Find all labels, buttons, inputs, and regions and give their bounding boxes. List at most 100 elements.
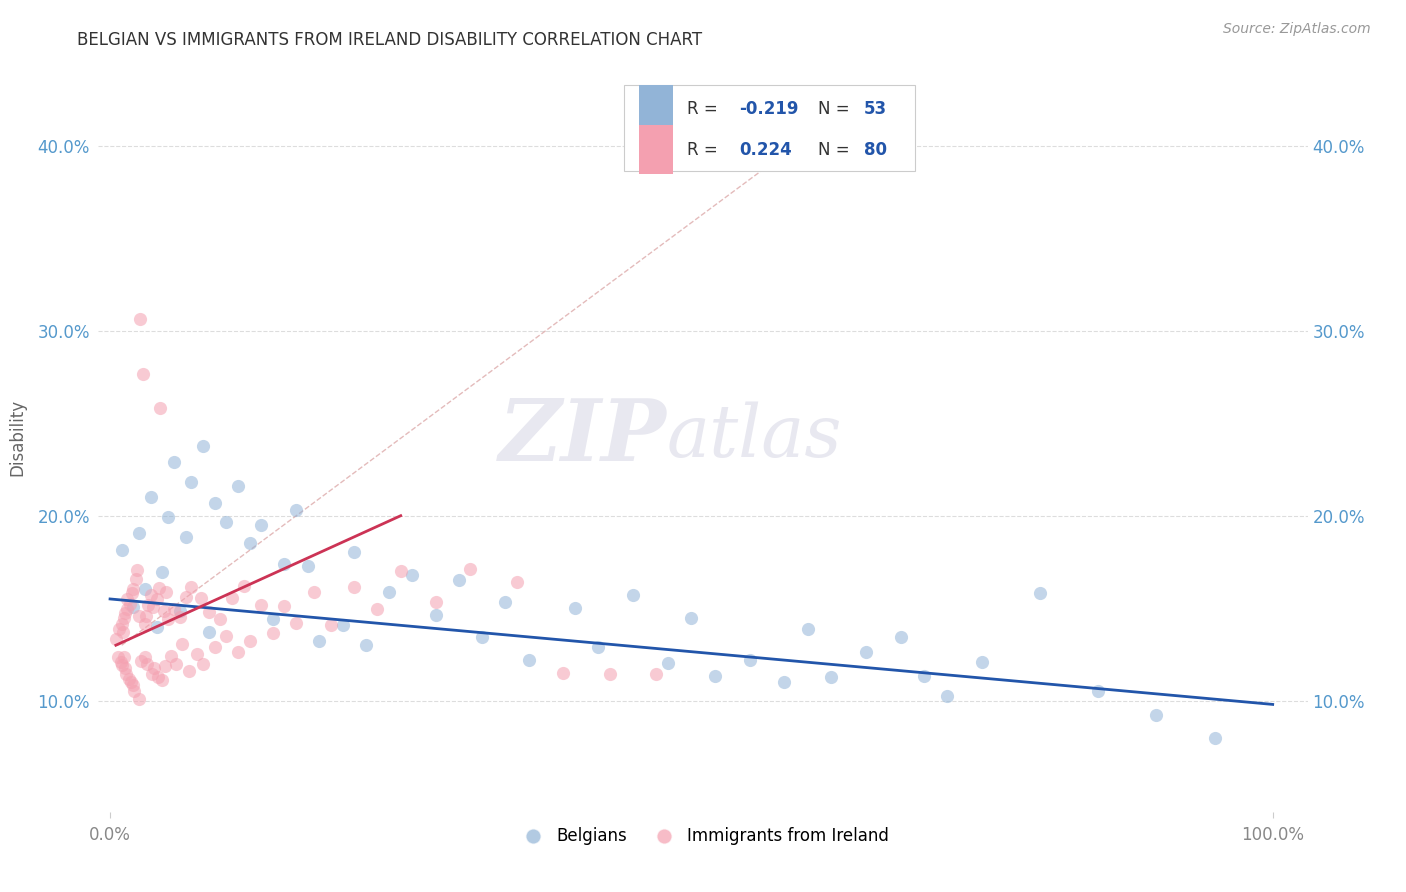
Text: -0.219: -0.219 <box>740 100 799 118</box>
Immigrants from Ireland <box>186 648 208 662</box>
Immigrants from Ireland <box>169 610 191 624</box>
Belgians <box>343 545 366 559</box>
Immigrants from Ireland <box>172 637 194 651</box>
Belgians <box>174 530 197 544</box>
Immigrants from Ireland <box>599 666 621 681</box>
Immigrants from Ireland <box>645 667 668 681</box>
Belgians <box>425 607 447 622</box>
Belgians <box>378 585 401 599</box>
Immigrants from Ireland <box>118 672 141 686</box>
Belgians <box>936 690 959 704</box>
Immigrants from Ireland <box>190 591 212 606</box>
Immigrants from Ireland <box>129 312 152 326</box>
Immigrants from Ireland <box>134 616 156 631</box>
Immigrants from Ireland <box>157 612 180 626</box>
Belgians <box>970 656 993 670</box>
Immigrants from Ireland <box>121 586 143 600</box>
Belgians <box>134 582 156 596</box>
Immigrants from Ireland <box>250 599 273 613</box>
Immigrants from Ireland <box>141 667 163 681</box>
Immigrants from Ireland <box>122 678 145 692</box>
Immigrants from Ireland <box>215 629 238 643</box>
Belgians <box>447 573 470 587</box>
Belgians <box>855 645 877 659</box>
Immigrants from Ireland <box>460 562 482 576</box>
Belgians <box>273 558 295 572</box>
Belgians <box>890 630 912 644</box>
Text: Source: ZipAtlas.com: Source: ZipAtlas.com <box>1223 22 1371 37</box>
FancyBboxPatch shape <box>638 85 673 134</box>
Belgians <box>912 669 935 683</box>
FancyBboxPatch shape <box>624 85 915 171</box>
Immigrants from Ireland <box>122 582 145 596</box>
Immigrants from Ireland <box>131 655 153 669</box>
Immigrants from Ireland <box>150 673 173 687</box>
Belgians <box>820 670 842 684</box>
Belgians <box>191 439 214 453</box>
Text: 0.224: 0.224 <box>740 141 792 159</box>
Belgians <box>139 490 162 504</box>
Immigrants from Ireland <box>128 691 150 706</box>
Belgians <box>1204 731 1226 746</box>
Belgians <box>796 622 818 636</box>
Belgians <box>285 503 308 517</box>
Immigrants from Ireland <box>138 598 160 612</box>
Belgians <box>169 604 191 618</box>
Immigrants from Ireland <box>104 632 127 646</box>
Immigrants from Ireland <box>118 598 141 612</box>
Text: atlas: atlas <box>666 401 842 473</box>
Immigrants from Ireland <box>145 592 167 607</box>
Immigrants from Ireland <box>139 588 162 602</box>
Belgians <box>163 455 186 469</box>
Immigrants from Ireland <box>209 611 232 625</box>
Immigrants from Ireland <box>134 650 156 665</box>
Belgians <box>738 653 761 667</box>
Text: BELGIAN VS IMMIGRANTS FROM IRELAND DISABILITY CORRELATION CHART: BELGIAN VS IMMIGRANTS FROM IRELAND DISAB… <box>77 31 703 49</box>
Text: R =: R = <box>688 141 718 159</box>
Belgians <box>150 565 173 579</box>
Immigrants from Ireland <box>149 401 172 416</box>
Belgians <box>250 518 273 533</box>
Belgians <box>588 640 610 655</box>
Immigrants from Ireland <box>143 661 166 675</box>
Belgians <box>297 559 319 574</box>
Immigrants from Ireland <box>114 661 136 675</box>
Text: ZIP: ZIP <box>499 395 666 479</box>
Immigrants from Ireland <box>165 657 187 671</box>
Immigrants from Ireland <box>343 581 366 595</box>
Immigrants from Ireland <box>174 591 197 605</box>
Immigrants from Ireland <box>131 368 153 382</box>
Immigrants from Ireland <box>120 674 142 689</box>
Belgians <box>517 653 540 667</box>
Immigrants from Ireland <box>135 609 157 624</box>
Belgians <box>145 620 167 634</box>
Immigrants from Ireland <box>117 601 139 615</box>
Immigrants from Ireland <box>155 585 177 599</box>
Belgians <box>308 634 330 648</box>
Belgians <box>215 515 238 529</box>
Belgians <box>204 496 226 510</box>
Immigrants from Ireland <box>111 624 134 639</box>
Belgians <box>1144 707 1167 722</box>
Immigrants from Ireland <box>179 664 201 678</box>
Immigrants from Ireland <box>111 617 134 632</box>
Text: R =: R = <box>688 100 718 118</box>
Immigrants from Ireland <box>142 600 165 615</box>
Immigrants from Ireland <box>114 606 136 620</box>
Immigrants from Ireland <box>117 592 139 607</box>
Immigrants from Ireland <box>112 611 135 625</box>
Belgians <box>681 611 703 625</box>
Belgians <box>773 675 796 690</box>
Belgians <box>198 624 221 639</box>
Immigrants from Ireland <box>153 659 176 673</box>
Immigrants from Ireland <box>232 579 254 593</box>
Belgians <box>1029 586 1052 600</box>
Immigrants from Ireland <box>159 648 181 663</box>
Immigrants from Ireland <box>112 650 135 665</box>
Immigrants from Ireland <box>111 658 134 673</box>
Immigrants from Ireland <box>285 615 308 630</box>
Belgians <box>471 630 494 644</box>
Immigrants from Ireland <box>180 580 202 594</box>
Belgians <box>157 510 180 524</box>
Text: 53: 53 <box>863 100 887 118</box>
